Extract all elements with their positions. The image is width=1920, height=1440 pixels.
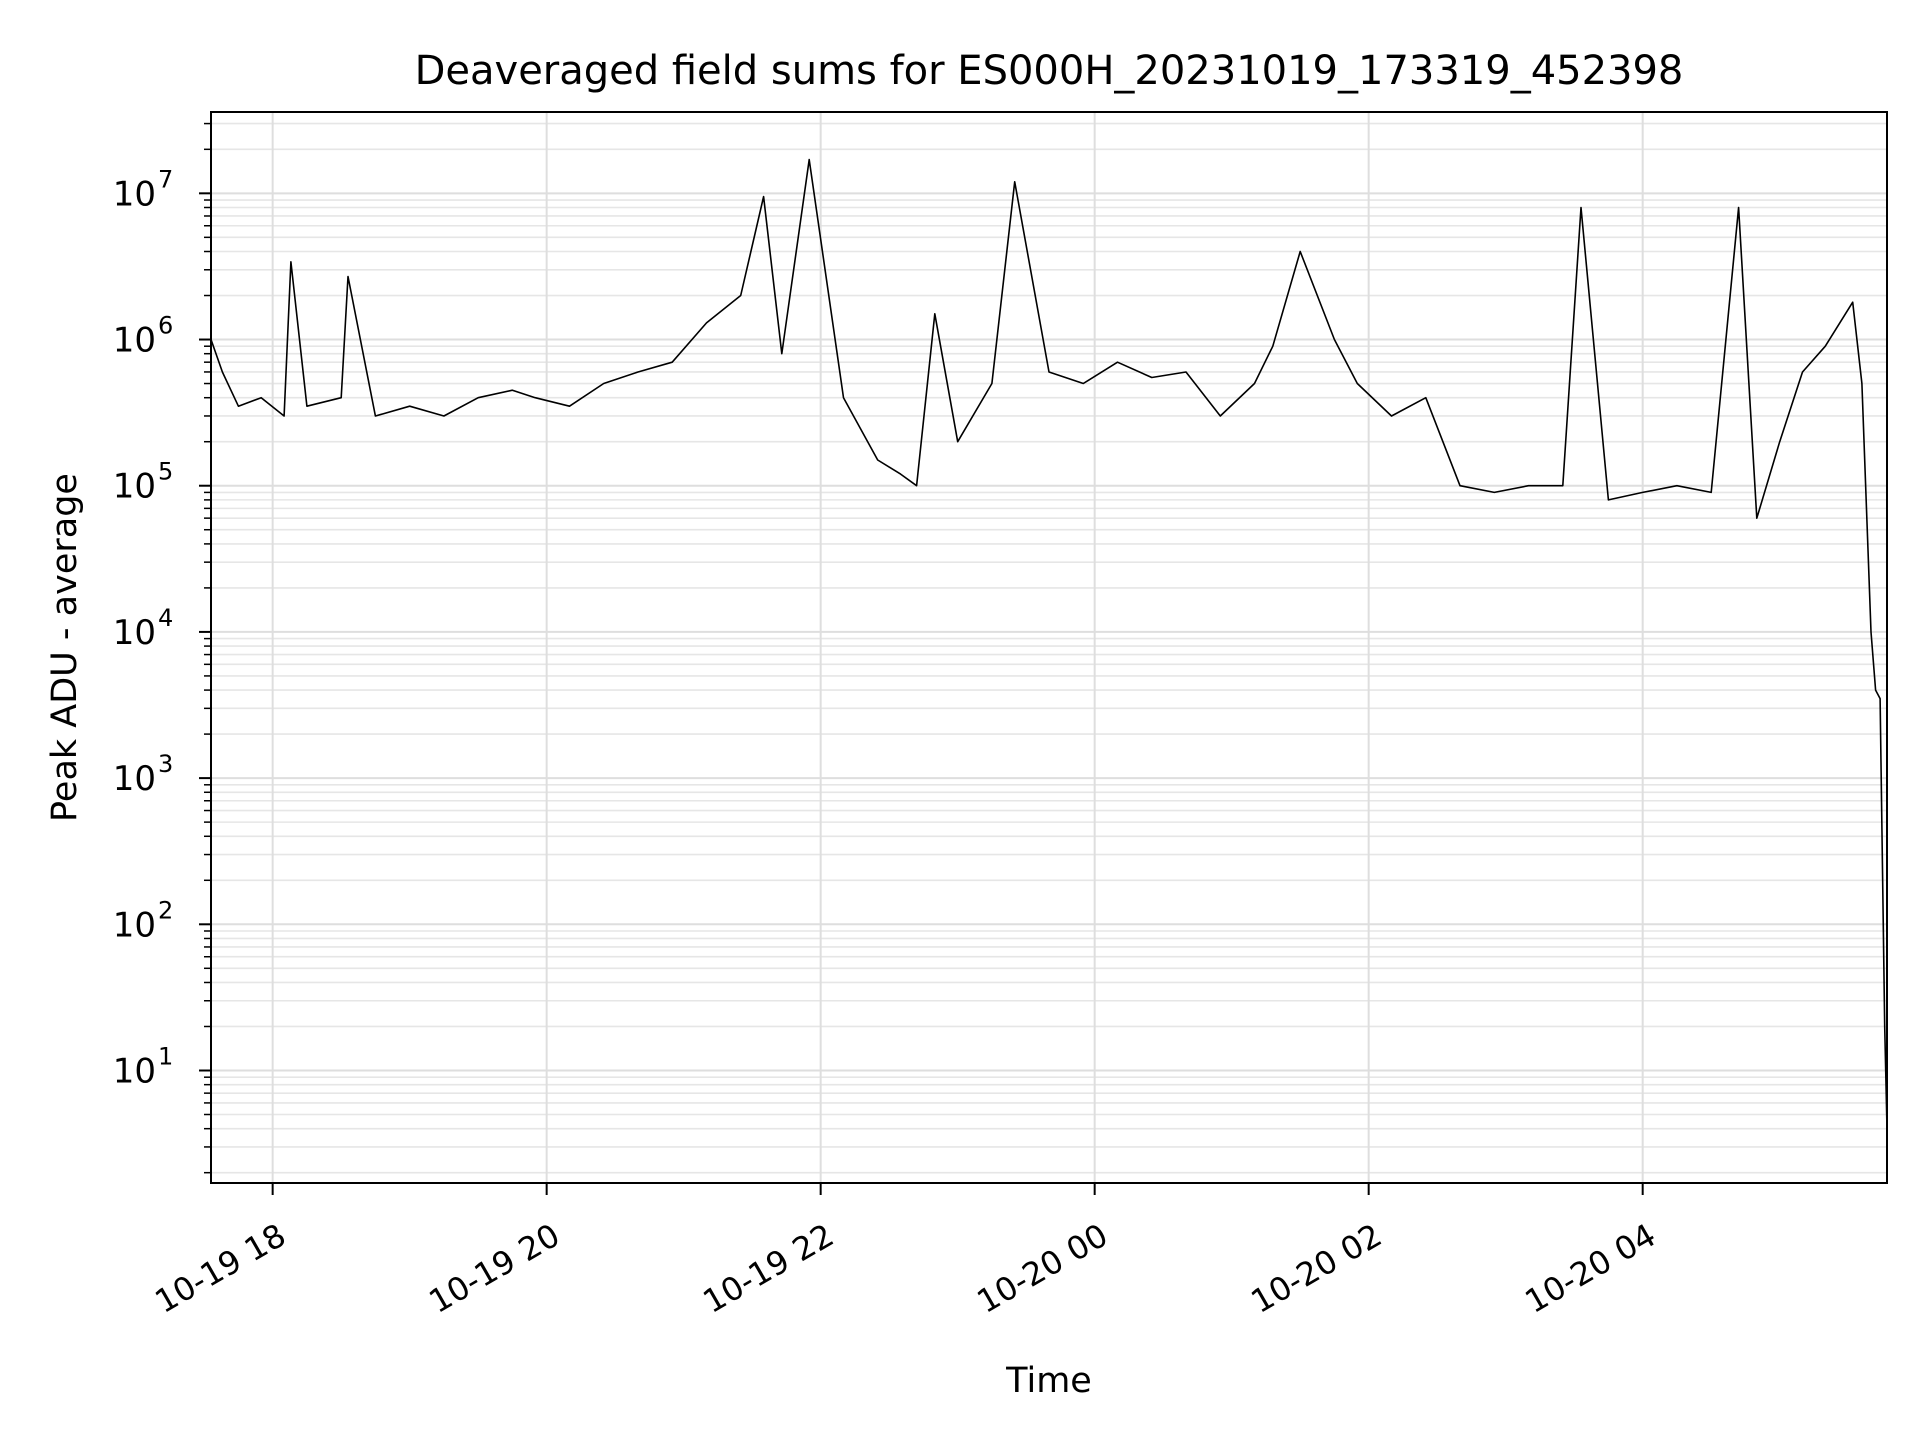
y-tick-exponent: 2: [158, 896, 173, 924]
y-tick-exponent: 1: [158, 1042, 173, 1070]
series-layer: [210, 158, 1888, 1129]
y-tick-exponent: 4: [158, 604, 173, 632]
y-tick-label: 10: [113, 759, 156, 799]
y-tick-label: 10: [113, 467, 156, 507]
y-tick-label: 10: [113, 1051, 156, 1091]
y-tick-label: 10: [113, 321, 156, 361]
y-tick-label: 10: [113, 613, 156, 653]
y-tick-exponent: 7: [158, 165, 173, 193]
y-tick-label: 10: [113, 905, 156, 945]
y-tick-exponent: 5: [158, 458, 173, 486]
plot-frame: [210, 111, 1888, 1184]
chart-title: Deaveraged field sums for ES000H_2023101…: [415, 48, 1684, 94]
y-tick-exponent: 3: [158, 750, 173, 778]
series-line-0: [210, 158, 1888, 1129]
y-axis-label: Peak ADU - average: [45, 473, 85, 822]
x-axis-label: Time: [1005, 1361, 1092, 1401]
y-tick-exponent: 6: [158, 312, 173, 340]
y-tick-label: 10: [113, 174, 156, 214]
